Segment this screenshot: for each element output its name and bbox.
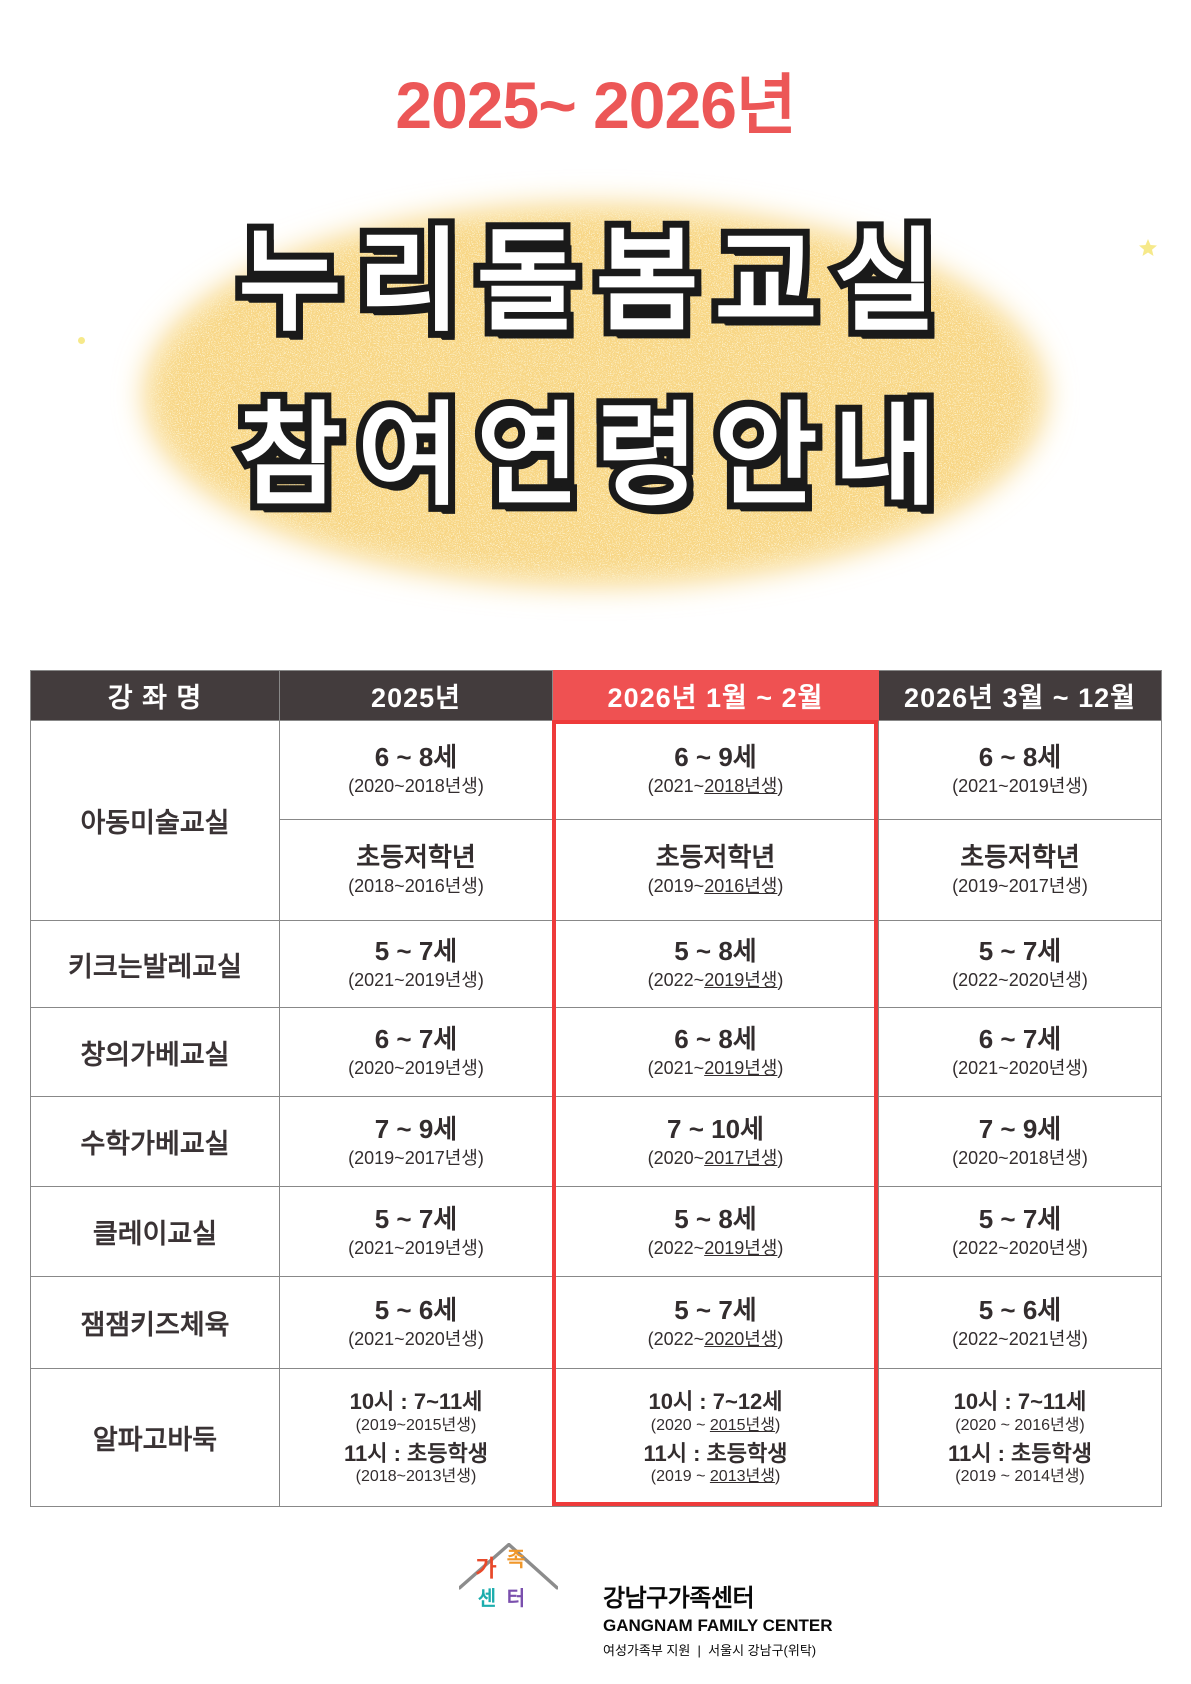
svg-text:터: 터 (507, 1587, 525, 1610)
svg-text:센: 센 (478, 1587, 496, 1610)
svg-text:족: 족 (507, 1549, 525, 1571)
svg-text:가: 가 (475, 1555, 496, 1581)
